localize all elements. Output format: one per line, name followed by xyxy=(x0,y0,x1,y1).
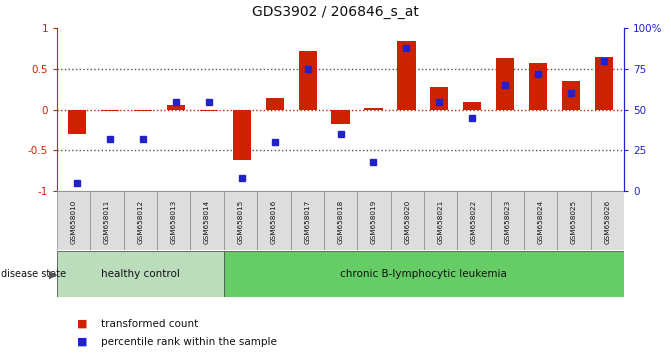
FancyBboxPatch shape xyxy=(558,191,590,250)
Text: GSM658022: GSM658022 xyxy=(471,200,477,244)
Text: GSM658025: GSM658025 xyxy=(571,200,577,244)
Text: ▶: ▶ xyxy=(49,269,58,279)
Text: GDS3902 / 206846_s_at: GDS3902 / 206846_s_at xyxy=(252,5,419,19)
Text: GSM658018: GSM658018 xyxy=(338,200,344,244)
Bar xyxy=(397,41,415,110)
FancyBboxPatch shape xyxy=(123,191,157,250)
Text: GSM658021: GSM658021 xyxy=(437,200,444,244)
Bar xyxy=(299,51,317,110)
Text: GSM658026: GSM658026 xyxy=(605,200,611,244)
Bar xyxy=(595,57,613,110)
Bar xyxy=(101,110,119,112)
Text: GSM658019: GSM658019 xyxy=(371,200,377,244)
Text: chronic B-lymphocytic leukemia: chronic B-lymphocytic leukemia xyxy=(340,269,507,279)
Text: GSM658011: GSM658011 xyxy=(104,200,110,244)
FancyBboxPatch shape xyxy=(91,191,123,250)
Bar xyxy=(529,63,548,110)
Bar xyxy=(199,110,217,112)
Bar xyxy=(562,81,580,110)
FancyBboxPatch shape xyxy=(324,191,357,250)
FancyBboxPatch shape xyxy=(491,191,524,250)
Text: GSM658020: GSM658020 xyxy=(404,200,410,244)
Text: GSM658024: GSM658024 xyxy=(537,200,544,244)
FancyBboxPatch shape xyxy=(224,251,624,297)
Text: ■: ■ xyxy=(77,319,88,329)
Bar xyxy=(266,98,284,110)
FancyBboxPatch shape xyxy=(590,191,624,250)
Text: GSM658016: GSM658016 xyxy=(271,200,277,244)
FancyBboxPatch shape xyxy=(257,191,291,250)
Bar xyxy=(430,87,448,110)
Text: GSM658012: GSM658012 xyxy=(138,200,144,244)
Text: disease state: disease state xyxy=(1,269,66,279)
Text: GSM658010: GSM658010 xyxy=(70,200,76,244)
Text: GSM658017: GSM658017 xyxy=(304,200,310,244)
FancyBboxPatch shape xyxy=(424,191,457,250)
Text: percentile rank within the sample: percentile rank within the sample xyxy=(101,337,276,347)
Bar xyxy=(134,110,152,112)
Bar xyxy=(68,110,86,134)
Text: transformed count: transformed count xyxy=(101,319,198,329)
Text: GSM658023: GSM658023 xyxy=(505,200,511,244)
Text: GSM658015: GSM658015 xyxy=(238,200,244,244)
Bar xyxy=(233,110,251,160)
Bar xyxy=(364,108,382,110)
Bar xyxy=(331,110,350,124)
Bar xyxy=(497,58,515,110)
FancyBboxPatch shape xyxy=(157,191,191,250)
FancyBboxPatch shape xyxy=(291,191,324,250)
Text: ■: ■ xyxy=(77,337,88,347)
Bar xyxy=(464,102,482,110)
FancyBboxPatch shape xyxy=(457,191,491,250)
FancyBboxPatch shape xyxy=(57,251,224,297)
FancyBboxPatch shape xyxy=(357,191,391,250)
Text: GSM658014: GSM658014 xyxy=(204,200,210,244)
Text: GSM658013: GSM658013 xyxy=(170,200,176,244)
FancyBboxPatch shape xyxy=(224,191,257,250)
Bar xyxy=(166,105,185,110)
FancyBboxPatch shape xyxy=(191,191,224,250)
FancyBboxPatch shape xyxy=(57,191,91,250)
FancyBboxPatch shape xyxy=(524,191,558,250)
FancyBboxPatch shape xyxy=(391,191,424,250)
Text: healthy control: healthy control xyxy=(101,269,180,279)
